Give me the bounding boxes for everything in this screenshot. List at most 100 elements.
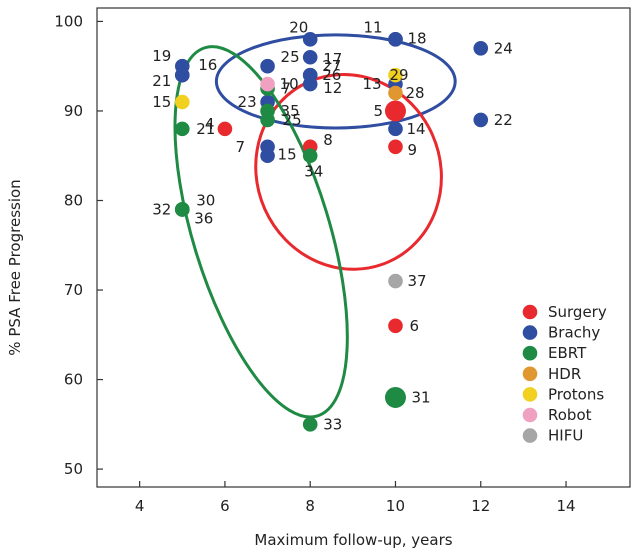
data-points [174, 32, 489, 432]
axes: 4 6 8 10 12 14 50 60 70 80 90 100 Maximum follow-u… [6, 7, 631, 549]
data-point-label: 16 [198, 56, 217, 74]
data-point-label: 18 [407, 29, 426, 47]
data-point-label: 22 [494, 111, 513, 129]
data-point [388, 121, 403, 137]
x-tick-label: 8 [305, 497, 315, 515]
x-tick-label: 6 [220, 497, 230, 515]
data-point-label: 24 [494, 39, 513, 57]
y-tick-label: 80 [64, 191, 83, 209]
data-point [260, 76, 275, 92]
data-point [473, 112, 489, 128]
data-point-label: 13 [362, 75, 381, 93]
data-point-label: 4 [205, 115, 215, 133]
data-point-label: 15 [152, 93, 171, 111]
legend-swatch [522, 366, 538, 382]
data-point-label: 21 [196, 120, 215, 138]
data-point-label: 33 [323, 415, 342, 433]
data-point-label: 12 [323, 79, 342, 97]
data-point [174, 67, 190, 83]
data-point [388, 273, 403, 289]
y-axis-ticks: 50 60 70 80 90 100 [54, 12, 103, 478]
data-point-label: 35 [281, 102, 300, 120]
x-tick-label: 12 [471, 497, 490, 515]
legend-swatch [522, 325, 538, 340]
x-tick-label: 4 [135, 497, 145, 515]
data-point [388, 32, 403, 47]
data-point-label: 25 [281, 48, 300, 66]
data-point-label: 21 [152, 72, 171, 90]
y-tick-label: 70 [64, 281, 83, 299]
data-point [302, 32, 318, 47]
x-tick-label: 14 [556, 497, 575, 515]
legend-swatch [522, 304, 538, 320]
data-point-label: 9 [407, 141, 417, 159]
y-tick-label: 90 [64, 102, 83, 120]
data-point-label: 11 [363, 18, 382, 36]
data-point-label: 6 [409, 317, 419, 335]
x-axis-ticks: 4 6 8 10 12 14 [135, 481, 576, 515]
legend-entry: Robot [548, 406, 592, 424]
data-point-label: 31 [411, 388, 430, 406]
y-tick-label: 60 [64, 371, 83, 389]
legend-swatch [522, 387, 538, 402]
legend-swatch [522, 345, 538, 361]
data-point-label: 20 [289, 18, 308, 36]
data-point [217, 121, 233, 137]
data-point-labels: 4 5 6 8 9 7 11 12 13 14 15 16 17 18 19 20 21 22 23 24 25 2627… [152, 18, 513, 433]
data-point-label: 5 [373, 102, 383, 120]
data-point [473, 40, 489, 56]
data-point [388, 85, 403, 101]
data-point-label: 32 [152, 200, 171, 218]
data-point-label: 15 [278, 146, 297, 164]
x-tick-label: 10 [386, 497, 405, 515]
data-point-label: 29 [389, 66, 408, 84]
legend-entry: HDR [548, 365, 581, 383]
data-point-label: 23 [238, 93, 257, 111]
data-point-label: 25 [283, 111, 302, 129]
data-point-label: 26 [322, 66, 341, 84]
y-tick-label: 100 [54, 12, 83, 30]
data-point-label: 27 [322, 57, 341, 75]
data-point [302, 67, 318, 83]
data-point-label: 37 [407, 272, 426, 290]
data-point [302, 49, 318, 65]
data-point [174, 202, 190, 217]
data-point [174, 94, 190, 110]
data-point [174, 121, 190, 137]
data-point-label: 10 [280, 75, 299, 93]
y-tick-label: 50 [64, 460, 83, 478]
data-point-label: 7 [282, 80, 292, 98]
data-point [388, 318, 403, 334]
plot-frame [96, 7, 631, 488]
data-point-label: 19 [152, 47, 171, 65]
legend-entry: Protons [548, 385, 604, 403]
data-point [388, 139, 403, 155]
legend-entry: EBRT [548, 344, 587, 362]
data-point-label: 7 [236, 138, 246, 156]
legend-swatch [522, 407, 538, 423]
cluster-ellipse [214, 33, 457, 130]
data-point-label: 28 [405, 84, 424, 102]
data-point-label: 8 [323, 131, 333, 149]
data-point [384, 386, 406, 408]
x-axis-title: Maximum follow-up, years [254, 531, 452, 549]
data-point [260, 103, 275, 119]
legend-entry: Surgery [548, 303, 607, 321]
cluster-ellipse [173, 45, 349, 419]
data-point-label: 17 [323, 50, 342, 68]
data-point-label: 36 [194, 209, 213, 227]
data-point [388, 67, 403, 83]
legend: Surgery Brachy EBRT HDR Protons Robot HIFU [522, 303, 607, 445]
data-point [384, 100, 406, 122]
data-point-label: 34 [304, 163, 323, 181]
y-axis-title: % PSA Free Progression [6, 179, 24, 355]
data-point-label: 30 [196, 191, 215, 209]
data-point [260, 58, 275, 74]
data-point [260, 148, 275, 164]
legend-swatch [522, 428, 538, 443]
legend-entry: HIFU [548, 427, 583, 445]
legend-entry: Brachy [548, 324, 600, 342]
data-point [302, 148, 318, 164]
data-point [302, 417, 318, 432]
